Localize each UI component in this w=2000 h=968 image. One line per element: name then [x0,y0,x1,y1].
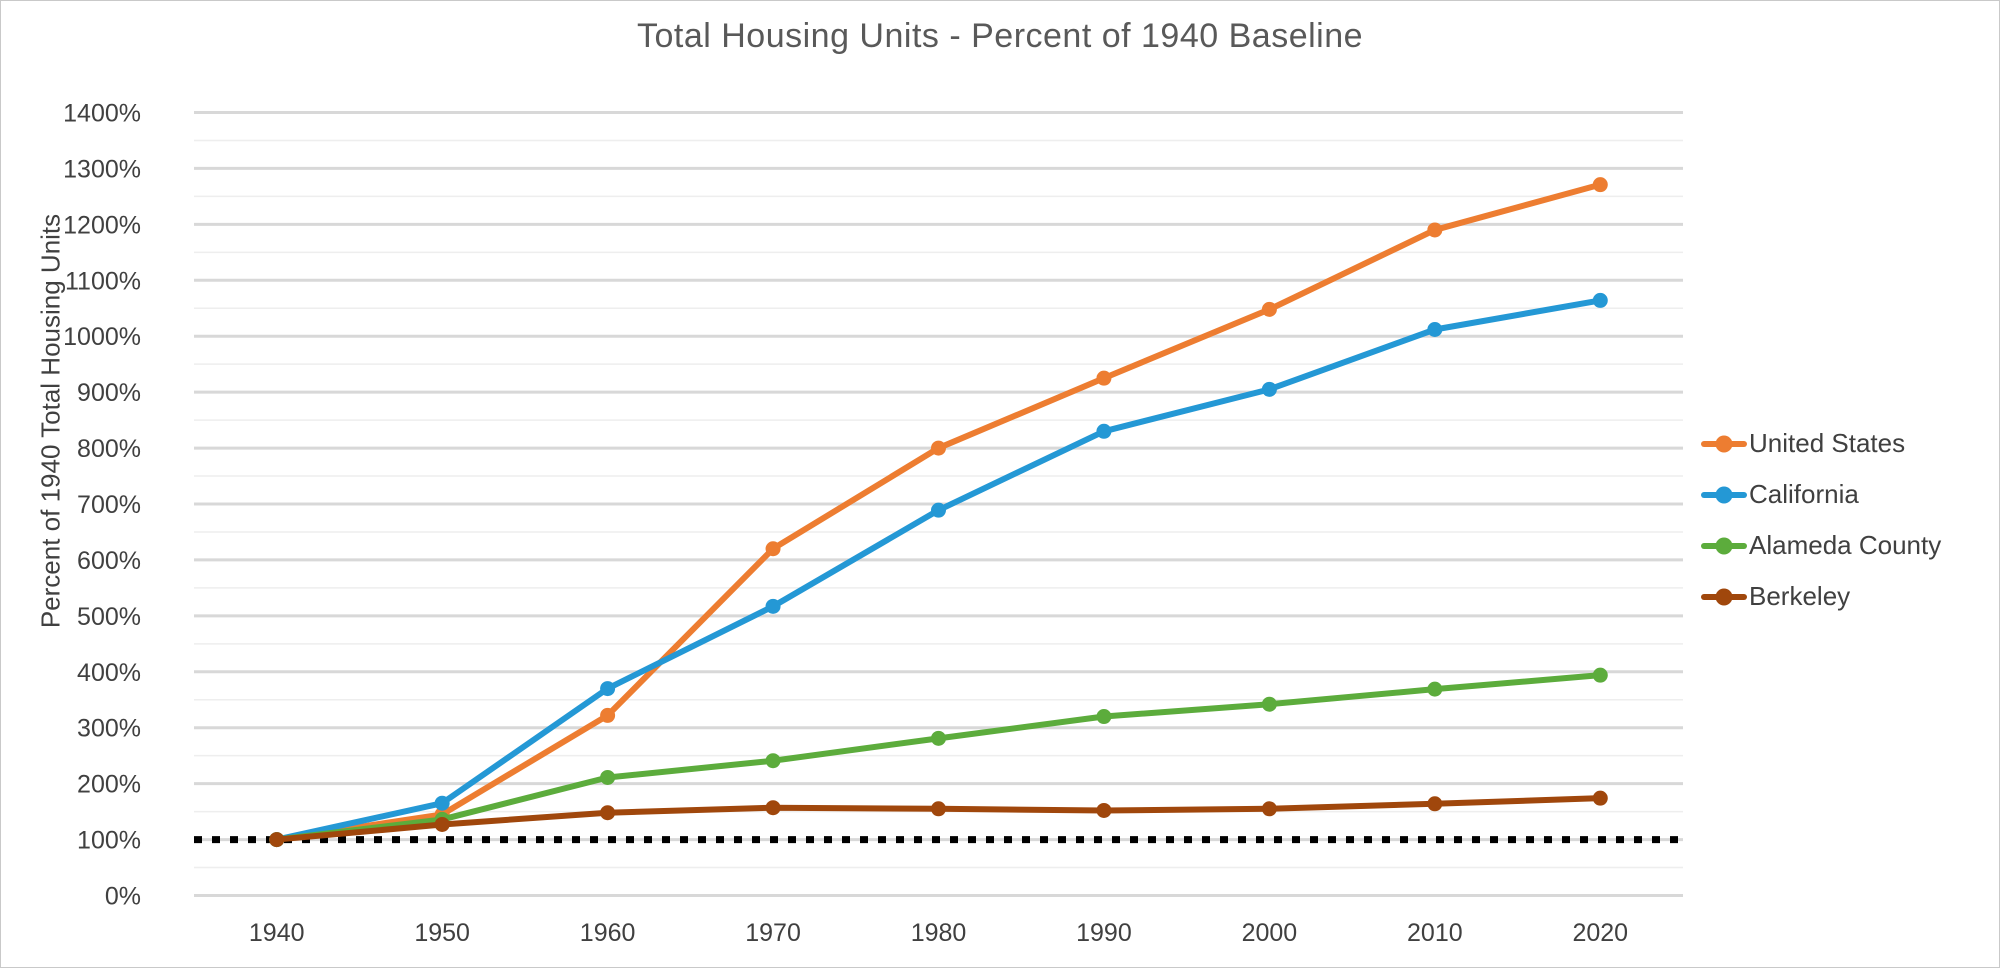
legend-label: Berkeley [1749,581,1851,611]
legend-item-alameda-county: Alameda County [1701,520,1941,571]
data-point [1592,292,1608,308]
data-point [765,753,781,769]
series-line-california [273,297,1604,843]
data-point [1261,801,1277,817]
data-point [931,502,946,518]
series-berkeley [269,790,1608,848]
x-tick-label: 1990 [1076,919,1132,947]
legend-label: California [1749,479,1859,509]
y-tick-label: 1000% [63,323,141,351]
legend-item-united-states: United States [1701,418,1941,469]
data-point [1592,667,1608,683]
y-tick-label: 200% [77,771,141,799]
x-tick-label: 1970 [745,919,801,947]
data-point [1592,790,1608,806]
y-tick-label: 900% [77,379,141,407]
data-point [765,541,781,557]
x-tick-label: 2010 [1407,919,1463,947]
data-point [1096,802,1112,818]
y-tick-label: 300% [77,715,141,743]
data-point [1427,222,1443,238]
y-tick-label: 1100% [65,267,141,295]
x-tick-label: 2000 [1242,919,1298,947]
y-tick-label: 500% [77,603,141,631]
y-tick-label: 400% [77,659,141,687]
y-tick-label: 1200% [63,211,141,239]
y-tick-label: 100% [77,827,141,855]
y-tick-label: 1400% [63,100,141,128]
y-tick-label: 0% [105,883,141,911]
data-point [931,730,946,746]
y-tick-label: 700% [77,491,141,519]
data-point [600,805,616,821]
data-point [434,816,450,832]
legend-label: United States [1749,428,1906,458]
data-point [1261,696,1277,712]
legend-item-california: California [1701,469,1941,520]
data-point [600,681,616,697]
data-point [1427,322,1443,338]
x-tick-label: 2020 [1572,919,1628,947]
series-california [269,292,1608,848]
legend-marker-alameda-county [1701,536,1747,556]
data-point [1096,709,1112,725]
data-point [269,832,285,848]
legend-marker-california [1701,485,1747,505]
x-tick-label: 1960 [580,919,636,947]
legend-marker-berkeley [1701,587,1747,607]
data-point [931,440,946,456]
data-point [931,801,946,817]
x-tick-label: 1950 [414,919,470,947]
chart-title: Total Housing Units - Percent of 1940 Ba… [636,17,1364,55]
data-point [600,769,616,785]
y-tick-label: 1300% [63,155,141,183]
data-point [434,795,450,811]
data-point [1592,177,1608,193]
x-tick-label: 1980 [911,919,967,947]
data-point [1261,381,1277,397]
data-point [1427,681,1443,697]
legend-label: Alameda County [1749,530,1942,560]
data-point [600,707,616,723]
data-point [765,800,781,816]
legend-item-berkeley: Berkeley [1701,571,1941,622]
y-tick-label: 800% [77,435,141,463]
data-point [1096,370,1112,386]
legend: United States California Alameda County … [1701,418,1941,622]
data-point [765,598,781,614]
legend-marker-united-states [1701,434,1747,454]
data-point [1261,301,1277,317]
y-tick-label: 600% [77,547,141,575]
x-tick-label: 1940 [249,919,305,947]
data-point [1427,796,1443,812]
data-point [1096,423,1112,439]
